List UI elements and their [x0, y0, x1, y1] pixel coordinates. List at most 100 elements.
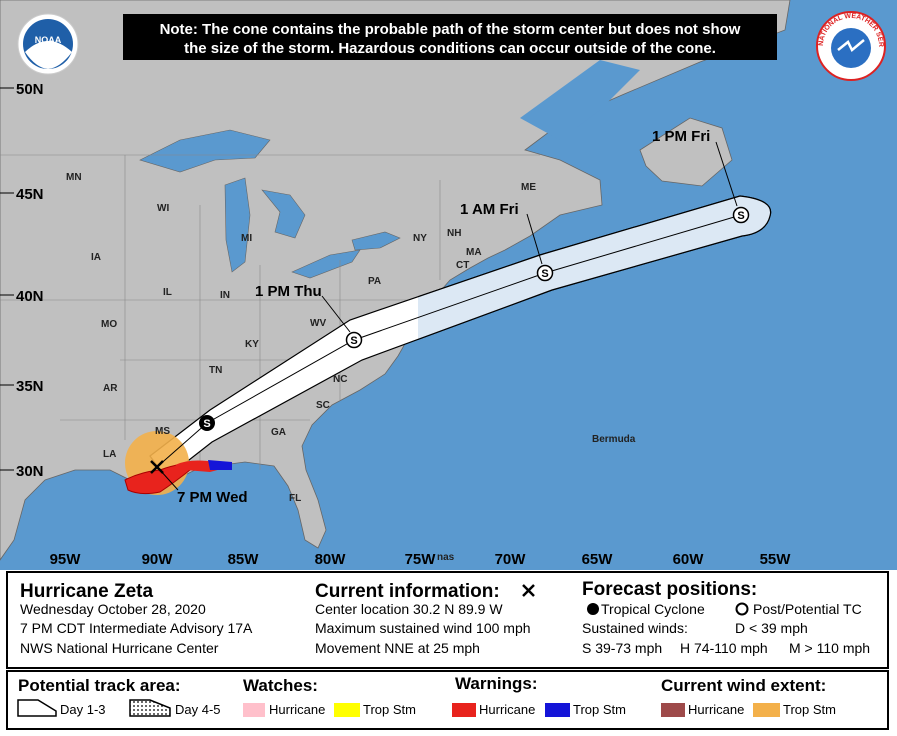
place: NC: [333, 374, 347, 385]
legend-heading: Potential track area:: [18, 676, 181, 695]
legend-text: Hurricane: [688, 702, 744, 717]
place: Bermuda: [592, 434, 636, 445]
lon-labels: 95W 90W 85W 80W 75W 70W 65W 60W 55W: [50, 551, 792, 568]
shape: [321, 295, 351, 333]
wind-hu-swatch: [661, 703, 685, 717]
info-line: 7 PM CDT Intermediate Advisory 17A: [20, 620, 253, 636]
legend-heading: Warnings:: [455, 674, 537, 693]
forecast-title: Forecast positions:: [582, 579, 757, 600]
lat-label: 35N: [16, 378, 44, 395]
place: TN: [209, 365, 222, 376]
info-line: Wednesday October 28, 2020: [20, 601, 206, 617]
note-box: [123, 14, 777, 60]
noaa-text: NOAA: [35, 35, 62, 45]
forecast-text: Sustained winds:: [582, 620, 688, 636]
shape: [715, 141, 738, 207]
current-title: Current information:: [315, 581, 500, 602]
current-line: Center location 30.2 N 89.9 W: [315, 601, 503, 617]
legend-text: Hurricane: [479, 702, 535, 717]
note: Note: The cone contains the probable pat…: [160, 21, 741, 38]
shape: [139, 129, 271, 173]
place: KY: [245, 339, 259, 350]
shape: [150, 460, 164, 474]
legend-text: Trop Stm: [783, 702, 836, 717]
place: IN: [220, 290, 230, 301]
place: MN: [66, 172, 82, 183]
time-label: 1 AM Fri: [460, 201, 519, 218]
great-lakes: [139, 129, 401, 279]
place: IA: [91, 252, 101, 263]
place: MI: [241, 233, 252, 244]
noaa-logo: NOAA: [17, 13, 79, 75]
info-line: NWS National Hurricane Center: [20, 640, 219, 656]
place: NY: [413, 233, 427, 244]
lon-label: 60W: [673, 551, 705, 568]
place: PA: [368, 276, 381, 287]
watch-hu-swatch: [243, 703, 265, 717]
shape: [224, 177, 251, 273]
forecast-text: S 39-73 mph: [582, 640, 662, 656]
gulf-st-lawrence: [520, 60, 640, 140]
place: MO: [101, 319, 117, 330]
day45-swatch: [129, 699, 171, 717]
time-label: 7 PM Wed: [177, 489, 248, 506]
legend-heading: Current wind extent:: [661, 676, 826, 695]
track-symbol: S: [737, 210, 744, 222]
track-symbol: S: [350, 335, 357, 347]
track-point: [345, 331, 363, 349]
place-labels: MN WI MI IA IL IN MO KY WV TN NC AR SC M…: [66, 172, 636, 563]
track-point: [536, 264, 554, 282]
forecast-text: D < 39 mph: [735, 620, 808, 636]
lon-label: 80W: [315, 551, 347, 568]
map: MN WI MI IA IL IN MO KY WV TN NC AR SC M…: [0, 0, 897, 570]
lat-label: 50N: [16, 81, 44, 98]
legend-text: Trop Stm: [363, 702, 416, 717]
legend-text: Hurricane: [269, 702, 325, 717]
legend-text: Day 4-5: [175, 702, 221, 717]
lat-label: 40N: [16, 288, 44, 305]
borders: [0, 154, 540, 470]
warn-ts-swatch: [545, 703, 570, 717]
place: NH: [447, 228, 461, 239]
time-label: 1 PM Fri: [652, 128, 710, 145]
info-panel: [6, 571, 889, 669]
lon-label: 65W: [582, 551, 614, 568]
place: WV: [310, 318, 326, 329]
place: AR: [103, 383, 118, 394]
forecast-points: S S S S 1 PM Thu 1 AM Fri 1 PM Fri 7 PM …: [150, 128, 750, 506]
track-point: [199, 415, 215, 431]
lon-label: 70W: [495, 551, 527, 568]
current-line: Maximum sustained wind 100 mph: [315, 620, 531, 636]
lon-label: 95W: [50, 551, 82, 568]
place: MA: [466, 247, 482, 258]
track-point: [732, 206, 750, 224]
graticule: [0, 87, 14, 471]
forecast-text: Post/Potential TC: [753, 601, 862, 617]
lon-label: 55W: [760, 551, 792, 568]
place: CT: [456, 260, 469, 271]
lat-labels: 50N 45N 40N 35N 30N: [16, 81, 44, 480]
place: ME: [521, 182, 536, 193]
note: the size of the storm. Hazardous conditi…: [184, 40, 716, 57]
shape: [351, 231, 401, 251]
forecast-text: H 74-110 mph: [680, 640, 768, 656]
shape: [526, 213, 543, 265]
warning-ts: [208, 460, 232, 470]
place: LA: [103, 449, 116, 460]
shape: [291, 249, 361, 279]
track-symbol: S: [203, 418, 210, 430]
warn-hu-swatch: [452, 703, 476, 717]
shape: [522, 584, 535, 597]
current-icon: [522, 584, 535, 597]
lat-label: 30N: [16, 463, 44, 480]
newfoundland: [639, 117, 733, 187]
time-label: 1 PM Thu: [255, 283, 322, 300]
place: IL: [163, 287, 172, 298]
lat-label: 45N: [16, 186, 44, 203]
day13-swatch: [17, 699, 57, 717]
legend-heading: Watches:: [243, 676, 318, 695]
shape: [837, 39, 865, 52]
tc-icon: [587, 603, 599, 615]
storm-name: Hurricane Zeta: [20, 581, 153, 602]
legend-panel: [6, 670, 889, 730]
